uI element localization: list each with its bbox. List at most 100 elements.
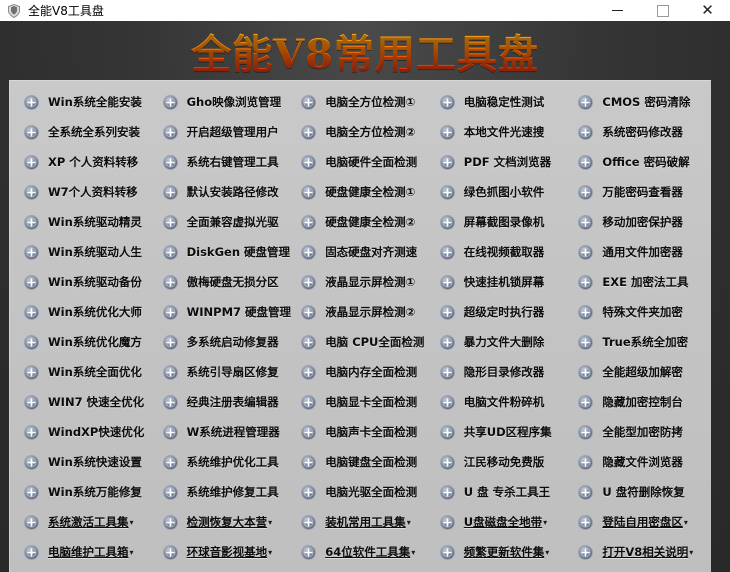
tool-item[interactable]: 隐藏文件浏览器	[568, 447, 707, 477]
tool-item-label: 电脑内存全面检测	[325, 365, 418, 379]
tool-item[interactable]: True系统全加密	[568, 327, 707, 357]
tool-item[interactable]: 开启超级管理用户	[153, 117, 292, 147]
tool-item[interactable]: 液晶显示屏检测②	[291, 297, 430, 327]
tool-item[interactable]: 系统激活工具集 ▾	[14, 507, 153, 537]
tool-item[interactable]: 多系统启动修复器	[153, 327, 292, 357]
tool-item[interactable]: 移动加密保护器	[568, 207, 707, 237]
tool-item[interactable]: 电脑显卡全面检测	[291, 387, 430, 417]
tool-item[interactable]: Win系统驱动人生	[14, 237, 153, 267]
tool-item[interactable]: Gho映像浏览管理	[153, 87, 292, 117]
tool-item[interactable]: 打开V8相关说明 ▾	[568, 537, 707, 567]
tool-item[interactable]: 电脑全方位检测①	[291, 87, 430, 117]
tool-item[interactable]: WIN7 快速全优化	[14, 387, 153, 417]
tool-item[interactable]: 万能密码查看器	[568, 177, 707, 207]
tool-item-label: W7个人资料转移	[48, 185, 138, 199]
tool-item[interactable]: 环球音影视基地 ▾	[153, 537, 292, 567]
tool-item[interactable]: 隐形目录修改器	[430, 357, 569, 387]
tool-item[interactable]: 全面兼容虚拟光驱	[153, 207, 292, 237]
tool-item[interactable]: W系统进程管理器	[153, 417, 292, 447]
tool-item[interactable]: U 盘符删除恢复	[568, 477, 707, 507]
tool-item[interactable]: 经典注册表编辑器	[153, 387, 292, 417]
tool-item-label: 液晶显示屏检测①	[325, 275, 416, 289]
tool-item[interactable]: 傲梅硬盘无损分区	[153, 267, 292, 297]
tool-item[interactable]: 电脑 CPU全面检测	[291, 327, 430, 357]
tool-item[interactable]: 默认安装路径修改	[153, 177, 292, 207]
tool-item[interactable]: 64位软件工具集 ▾	[291, 537, 430, 567]
tool-item[interactable]: 电脑稳定性测试	[430, 87, 569, 117]
tool-item[interactable]: 系统维护优化工具	[153, 447, 292, 477]
tool-item[interactable]: 全系统全系列安装	[14, 117, 153, 147]
tool-item[interactable]: 频繁更新软件集 ▾	[430, 537, 569, 567]
tool-item[interactable]: XP 个人资料转移	[14, 147, 153, 177]
tool-item[interactable]: Win系统驱动备份	[14, 267, 153, 297]
tool-item[interactable]: 系统右键管理工具	[153, 147, 292, 177]
maximize-icon[interactable]	[640, 0, 685, 21]
tool-item[interactable]: 通用文件加密器	[568, 237, 707, 267]
tool-item[interactable]: 电脑文件粉碎机	[430, 387, 569, 417]
tool-item[interactable]: U盘磁盘全地带 ▾	[430, 507, 569, 537]
tool-item[interactable]: 江民移动免费版	[430, 447, 569, 477]
tool-item[interactable]: 电脑全方位检测②	[291, 117, 430, 147]
tool-item[interactable]: Win系统万能修复	[14, 477, 153, 507]
tool-item[interactable]: 隐藏加密控制台	[568, 387, 707, 417]
tool-item[interactable]: Win系统优化魔方	[14, 327, 153, 357]
tool-item[interactable]: Win系统快速设置	[14, 447, 153, 477]
tool-item[interactable]: 装机常用工具集 ▾	[291, 507, 430, 537]
tool-item[interactable]: 检测恢复大本营 ▾	[153, 507, 292, 537]
tool-item[interactable]: 电脑光驱全面检测	[291, 477, 430, 507]
tool-item[interactable]: 暴力文件大删除	[430, 327, 569, 357]
tool-item[interactable]: U 盘 专杀工具王	[430, 477, 569, 507]
close-icon[interactable]: ✕	[701, 1, 714, 19]
tool-item[interactable]: WindXP快速优化	[14, 417, 153, 447]
tool-item[interactable]: 全能型加密防拷	[568, 417, 707, 447]
tool-item[interactable]: EXE 加密法工具	[568, 267, 707, 297]
tool-item[interactable]: 在线视频截取器	[430, 237, 569, 267]
tool-item[interactable]: 登陆自用密盘区 ▾	[568, 507, 707, 537]
plus-circle-icon	[162, 454, 178, 470]
tool-item[interactable]: WINPM7 硬盘管理	[153, 297, 292, 327]
tool-item[interactable]: 硬盘健康全检测②	[291, 207, 430, 237]
tool-item[interactable]: 电脑内存全面检测	[291, 357, 430, 387]
tool-item[interactable]: 液晶显示屏检测①	[291, 267, 430, 297]
tool-item[interactable]: 绿色抓图小软件	[430, 177, 569, 207]
tool-item-label: WIN7 快速全优化	[48, 395, 145, 409]
tool-item[interactable]: 系统维护修复工具	[153, 477, 292, 507]
plus-circle-icon	[578, 514, 594, 530]
tool-item[interactable]: 全能超级加解密	[568, 357, 707, 387]
tool-item-label: 硬盘健康全检测①	[325, 185, 416, 199]
tool-item-label: Office 密码破解	[602, 155, 690, 169]
plus-circle-icon	[439, 184, 455, 200]
plus-circle-icon	[578, 244, 594, 260]
tool-item[interactable]: 快速挂机锁屏幕	[430, 267, 569, 297]
tool-item[interactable]: 电脑键盘全面检测	[291, 447, 430, 477]
tool-item[interactable]: CMOS 密码清除	[568, 87, 707, 117]
tool-item[interactable]: 电脑硬件全面检测	[291, 147, 430, 177]
tool-item[interactable]: Win系统优化大师	[14, 297, 153, 327]
plus-circle-icon	[24, 274, 39, 290]
tool-item-label: 电脑声卡全面检测	[325, 425, 418, 439]
tool-item[interactable]: 固态硬盘对齐测速	[291, 237, 430, 267]
tool-item[interactable]: W7个人资料转移	[14, 177, 153, 207]
tool-item[interactable]: 系统引导扇区修复	[153, 357, 292, 387]
tool-item[interactable]: Win系统驱动精灵	[14, 207, 153, 237]
tool-item[interactable]: Win系统全能安装	[14, 87, 153, 117]
tool-item[interactable]: 共享UD区程序集	[430, 417, 569, 447]
tool-item[interactable]: Office 密码破解	[568, 147, 707, 177]
plus-circle-icon	[24, 484, 39, 500]
tool-item[interactable]: 硬盘健康全检测①	[291, 177, 430, 207]
minimize-icon[interactable]	[595, 0, 640, 21]
tool-item[interactable]: 本地文件光速搜	[430, 117, 569, 147]
tool-item[interactable]: 电脑维护工具箱 ▾	[14, 537, 153, 567]
plus-circle-icon	[439, 94, 455, 110]
tool-item[interactable]: 电脑声卡全面检测	[291, 417, 430, 447]
plus-circle-icon	[24, 184, 39, 200]
tool-item[interactable]: 系统密码修改器	[568, 117, 707, 147]
tool-item-label: DiskGen 硬盘管理	[186, 245, 291, 259]
tool-item[interactable]: 超级定时执行器	[430, 297, 569, 327]
tool-item[interactable]: 特殊文件夹加密	[568, 297, 707, 327]
tool-item[interactable]: PDF 文档浏览器	[430, 147, 569, 177]
plus-circle-icon	[24, 214, 39, 230]
tool-item[interactable]: 屏幕截图录像机	[430, 207, 569, 237]
tool-item[interactable]: Win系统全面优化	[14, 357, 153, 387]
tool-item[interactable]: DiskGen 硬盘管理	[153, 237, 292, 267]
